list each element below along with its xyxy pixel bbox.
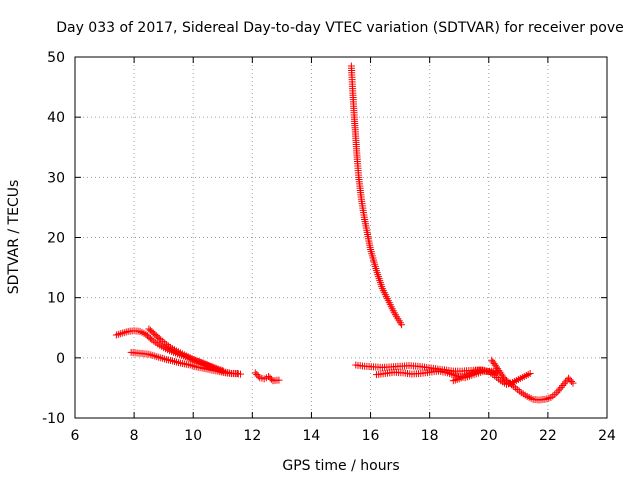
- data-point: [556, 385, 564, 393]
- x-tick-label: 24: [598, 428, 616, 444]
- grid: [75, 57, 607, 418]
- y-tick-label: 20: [47, 231, 65, 247]
- data-point: [253, 370, 261, 378]
- data-point: [554, 387, 562, 395]
- x-axis: 6 8 10 12 14 16 18 20 22 24: [71, 57, 616, 444]
- data-point: [526, 369, 534, 377]
- data-point: [496, 368, 504, 376]
- chart-title: Day 033 of 2017, Sidereal Day-to-day VTE…: [56, 20, 624, 36]
- data-point: [568, 377, 576, 385]
- y-axis: -10 0 10 20 30 40 50: [42, 50, 607, 427]
- x-tick-label: 12: [243, 428, 261, 444]
- data-point: [497, 370, 505, 378]
- x-tick-label: 10: [184, 428, 202, 444]
- series-track-5: [347, 62, 406, 329]
- x-tick-label: 18: [421, 428, 439, 444]
- series-track-8: [449, 366, 534, 388]
- x-tick-label: 6: [71, 428, 80, 444]
- data-point: [566, 376, 574, 384]
- plot-frame: [74, 56, 608, 419]
- data-point: [268, 375, 276, 383]
- y-axis-label: SDTVAR / TECUs: [6, 180, 22, 295]
- y-tick-label: 0: [56, 351, 65, 367]
- x-tick-label: 14: [303, 428, 321, 444]
- y-tick-label: 10: [47, 291, 65, 307]
- series-track-3: [145, 325, 245, 378]
- data-point: [275, 376, 283, 384]
- y-tick-label: 50: [47, 50, 65, 66]
- data-points: [112, 62, 577, 404]
- data-point: [557, 383, 565, 391]
- data-point: [562, 378, 570, 386]
- data-point: [504, 378, 512, 386]
- x-tick-label: 8: [130, 428, 139, 444]
- data-point: [565, 374, 573, 382]
- y-tick-label: 30: [47, 170, 65, 186]
- data-point: [569, 379, 577, 387]
- x-tick-label: 22: [539, 428, 557, 444]
- data-point: [560, 380, 568, 388]
- y-tick-label: -10: [42, 411, 65, 427]
- x-axis-label: GPS time / hours: [282, 458, 399, 474]
- data-point: [559, 382, 567, 390]
- data-point: [494, 365, 502, 373]
- data-point: [553, 389, 561, 397]
- x-tick-label: 16: [362, 428, 380, 444]
- data-point: [495, 366, 503, 374]
- data-point: [237, 370, 245, 378]
- data-point: [251, 369, 259, 377]
- series-track-4: [251, 369, 283, 385]
- data-point: [398, 321, 406, 329]
- series-track-9: [488, 356, 577, 404]
- x-tick-label: 20: [480, 428, 498, 444]
- y-tick-label: 40: [47, 110, 65, 126]
- data-point: [155, 334, 163, 342]
- data-point: [254, 372, 262, 380]
